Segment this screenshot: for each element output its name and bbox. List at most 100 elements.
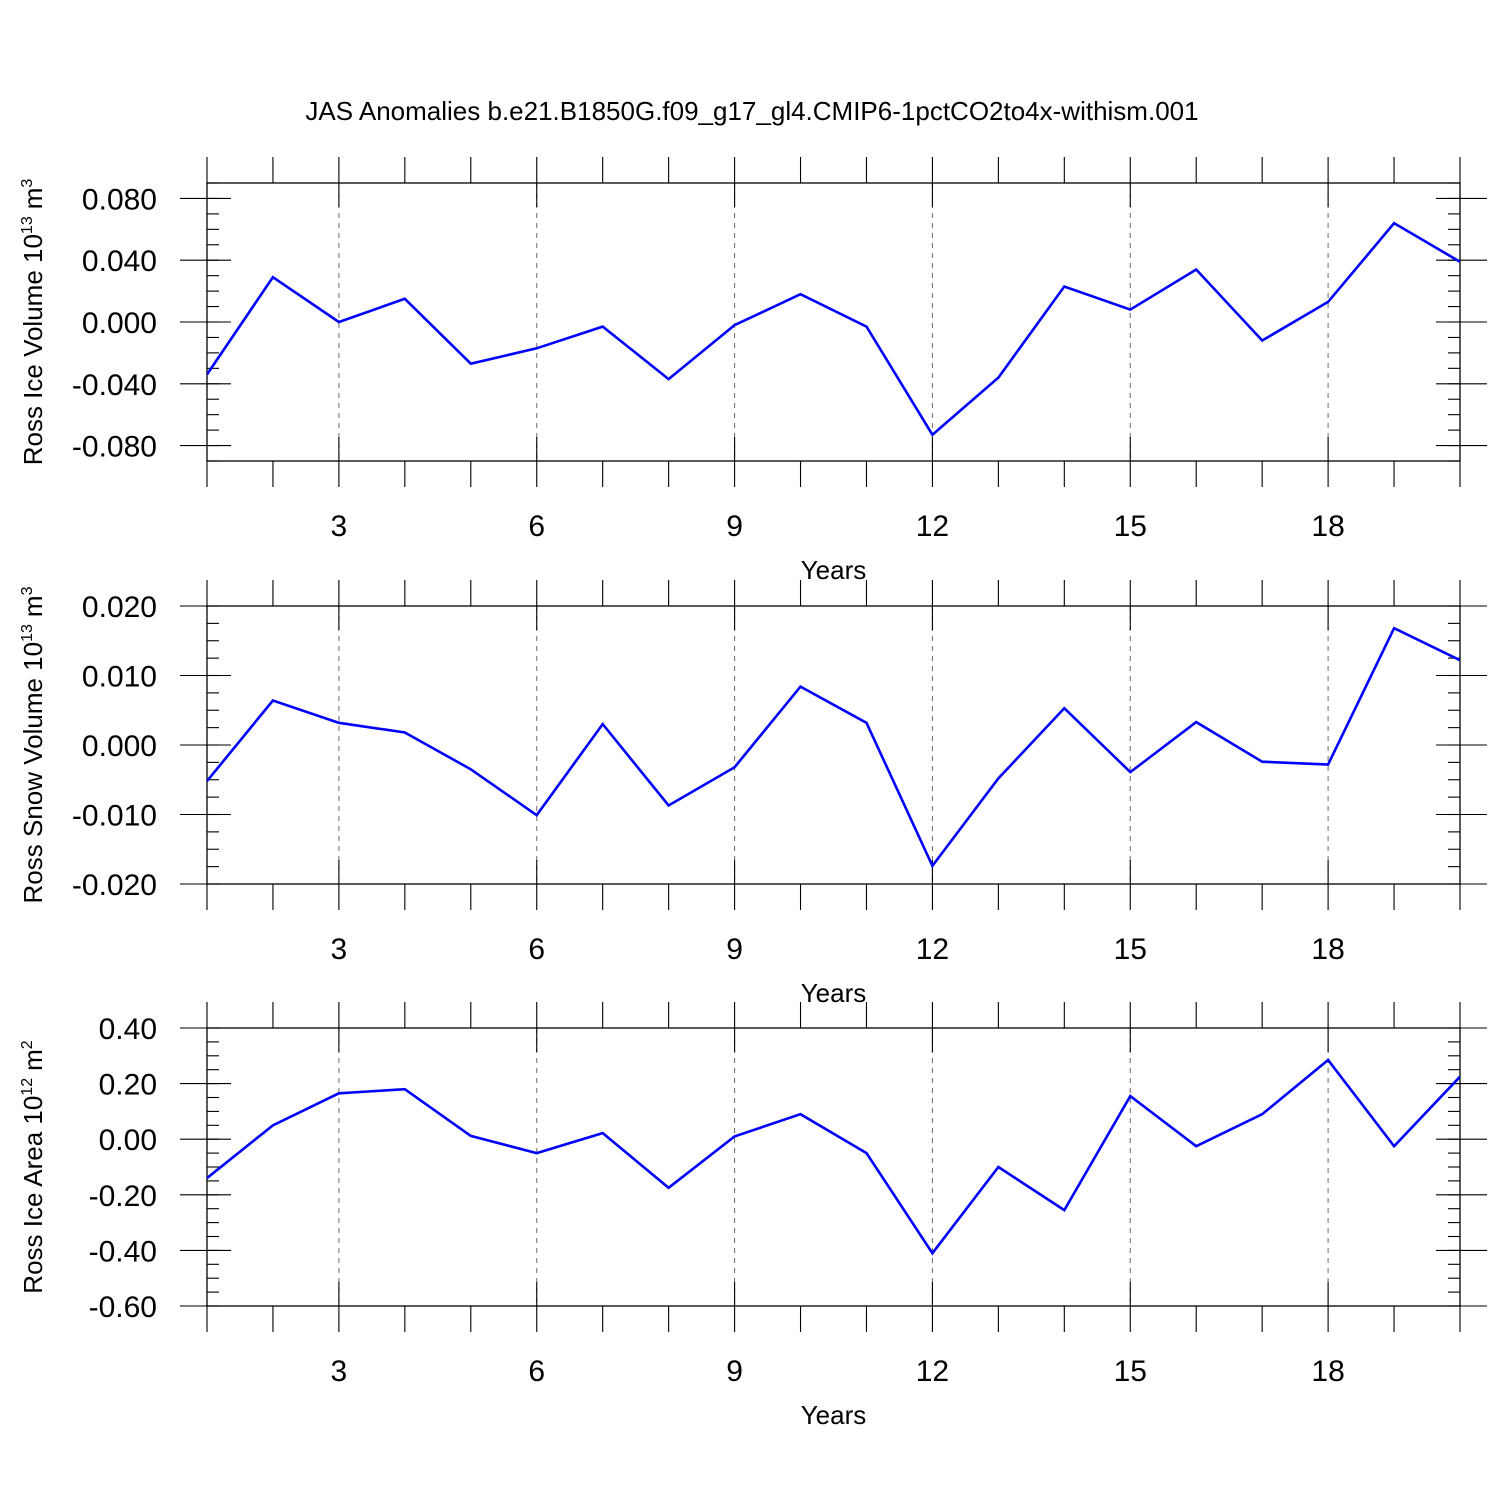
data-point — [997, 777, 1000, 780]
data-point — [535, 814, 538, 817]
data-point — [1063, 1209, 1066, 1212]
y-axis-label-exponent: 13 — [19, 624, 36, 642]
y-tick-label: 0.040 — [82, 245, 157, 278]
plot-frame — [206, 1027, 1461, 1307]
y-tick-label: -0.040 — [72, 369, 157, 402]
y-tick-label: 0.00 — [99, 1124, 157, 1157]
data-point — [601, 1132, 604, 1135]
y-axis-label-unit: m — [18, 1049, 48, 1071]
x-tick-label: 6 — [528, 510, 545, 543]
data-point — [403, 1088, 406, 1091]
series-line — [207, 626, 1460, 869]
y-tick-label: 0.20 — [99, 1069, 157, 1102]
data-point — [469, 768, 472, 771]
data-point — [799, 293, 802, 296]
data-point — [206, 373, 209, 376]
y-tick-label: 0.40 — [99, 1013, 157, 1046]
series-line — [207, 1058, 1460, 1256]
x-tick-label: 3 — [331, 1355, 348, 1388]
data-point — [865, 1152, 868, 1155]
y-axis-label-text: Ross Ice Area 10 — [18, 1096, 48, 1294]
data-point — [1261, 760, 1264, 763]
y-tick-label: -0.20 — [89, 1180, 157, 1213]
data-point — [1327, 763, 1330, 766]
x-tick-label: 12 — [916, 510, 949, 543]
data-point — [1393, 1145, 1396, 1148]
data-point — [601, 325, 604, 328]
data-point — [667, 804, 670, 807]
y-tick-label: -0.080 — [72, 431, 157, 464]
data-point — [1261, 1113, 1264, 1116]
x-tick-label: 12 — [916, 1355, 949, 1388]
y-tick-label: 0.000 — [82, 307, 157, 340]
x-tick-label: 9 — [726, 933, 743, 966]
data-point — [1459, 1075, 1462, 1078]
x-tick-label: 15 — [1114, 1355, 1147, 1388]
data-point — [667, 1186, 670, 1189]
data-point — [469, 362, 472, 365]
data-point — [865, 325, 868, 328]
data-point — [1063, 285, 1066, 288]
x-tick-label: 9 — [726, 1355, 743, 1388]
data-point — [403, 731, 406, 734]
data-point — [1261, 339, 1264, 342]
data-point — [535, 347, 538, 350]
data-point — [1129, 1095, 1132, 1098]
panel-2: -0.020 -0.010 0.000 0.010 0.020 3 6 9 12 15 18 Year… — [18, 580, 1487, 1008]
x-tick-label: 18 — [1311, 1355, 1344, 1388]
x-tick-label: 3 — [331, 933, 348, 966]
y-axis-label-unit: m — [18, 595, 48, 617]
data-point — [1393, 627, 1396, 630]
data-point — [601, 723, 604, 726]
y-axis-label-exponent: 12 — [19, 1078, 36, 1096]
data-point — [997, 376, 1000, 379]
data-point — [667, 378, 670, 381]
y-axis-label-text: Ross Snow Volume 10 — [18, 642, 48, 904]
x-tick-label: 18 — [1311, 933, 1344, 966]
y-tick-label: 0.080 — [82, 183, 157, 216]
data-point — [733, 766, 736, 769]
plot-frame — [206, 182, 1461, 462]
y-axis-label-unit-exponent: 3 — [19, 586, 36, 595]
data-point — [1459, 659, 1462, 662]
data-point — [1129, 308, 1132, 311]
data-point — [1195, 268, 1198, 271]
panel-1: -0.080 -0.040 0.000 0.040 0.080 3 6 9 12 15 18 Year… — [18, 157, 1487, 585]
data-point — [337, 1092, 340, 1095]
y-axis-label-unit-exponent: 2 — [19, 1040, 36, 1049]
y-axis-label-text: Ross Ice Volume 10 — [18, 234, 48, 465]
y-tick-label: -0.60 — [89, 1291, 157, 1324]
x-tick-label: 3 — [331, 510, 348, 543]
data-point — [799, 1113, 802, 1116]
x-tick-label: 6 — [528, 1355, 545, 1388]
y-tick-label: 0.020 — [82, 591, 157, 624]
y-axis-label: Ross Snow Volume 1013 m3 — [18, 586, 48, 903]
y-axis-label-unit-exponent: 3 — [19, 179, 36, 188]
data-point — [997, 1166, 1000, 1169]
y-tick-label: 0.000 — [82, 730, 157, 763]
data-point — [469, 1134, 472, 1137]
data-point — [271, 699, 274, 702]
data-point — [931, 433, 934, 436]
x-axis-label: Years — [801, 555, 867, 585]
x-axis-label: Years — [801, 978, 867, 1008]
data-point — [1195, 721, 1198, 724]
data-point — [337, 321, 340, 324]
data-point — [733, 1135, 736, 1138]
data-point — [1129, 771, 1132, 774]
y-tick-label: -0.020 — [72, 869, 157, 902]
data-point — [271, 1124, 274, 1127]
panel-3: -0.60 -0.40 -0.20 0.00 0.20 0.40 3 6 9 12 15 18 Year… — [18, 1002, 1487, 1430]
data-point — [1459, 260, 1462, 263]
data-point — [1327, 300, 1330, 303]
y-tick-label: -0.40 — [89, 1235, 157, 1268]
data-point — [1327, 1058, 1330, 1061]
data-point — [931, 864, 934, 867]
data-point — [1393, 222, 1396, 225]
data-point — [206, 1177, 209, 1180]
chart-title: JAS Anomalies b.e21.B1850G.f09_g17_gl4.C… — [305, 96, 1198, 126]
y-axis-label-unit: m — [18, 188, 48, 210]
data-point — [865, 721, 868, 724]
data-point — [271, 276, 274, 279]
